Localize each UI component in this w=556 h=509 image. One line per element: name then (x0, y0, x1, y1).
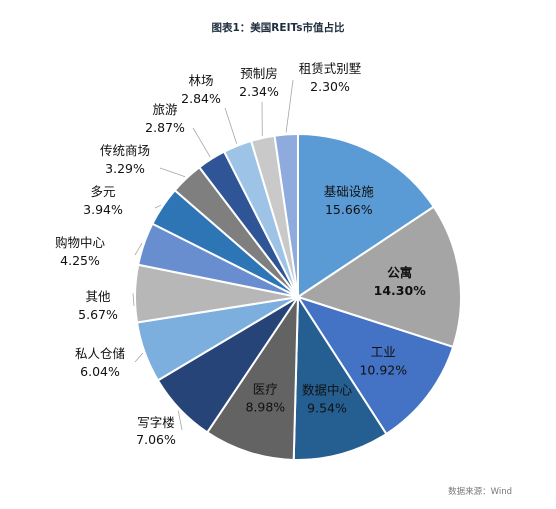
leader-line (132, 293, 135, 307)
leader-line (177, 410, 183, 431)
chart-title: 图表1：美国REITs市值占比 (211, 22, 345, 34)
data-source-note: 数据来源：Wind (448, 487, 512, 497)
slice-label: 多元 (90, 184, 115, 199)
slice-label: 基础设施 (324, 184, 375, 199)
slice-value-label: 6.04% (80, 364, 120, 379)
pie-slice (295, 205, 462, 349)
pie-slice (297, 132, 436, 299)
slice-value-label: 14.30% (374, 283, 427, 298)
slice-value-label: 2.87% (145, 120, 185, 135)
leader-line (192, 127, 211, 158)
slice-value-label: 4.25% (60, 253, 100, 268)
slice-value-label: 15.66% (325, 202, 373, 217)
slice-label: 工业 (371, 345, 396, 360)
slice-value-label: 2.84% (181, 91, 221, 106)
slice-value-label: 5.67% (78, 307, 118, 322)
slice-label: 传统商场 (100, 143, 150, 158)
pie-slice (295, 295, 455, 436)
slice-label: 购物中心 (55, 235, 106, 250)
slice-label: 租赁式别墅 (299, 61, 362, 76)
slice-value-label: 7.06% (136, 432, 176, 447)
slice-label: 预制房 (240, 66, 278, 81)
slice-label: 医疗 (253, 382, 278, 397)
slice-label: 数据中心 (302, 383, 353, 398)
leader-line (159, 167, 186, 178)
leader-line (134, 352, 144, 363)
pie-slice (205, 293, 300, 461)
leader-line (224, 107, 238, 144)
slice-label: 写字楼 (137, 415, 175, 430)
slice-value-label: 3.94% (83, 202, 123, 217)
leader-line (134, 242, 143, 256)
slice-value-label: 3.29% (105, 161, 145, 176)
pie-slice (292, 293, 388, 461)
slice-label: 其他 (85, 289, 111, 304)
slice-value-label: 9.54% (307, 401, 347, 416)
leader-line (285, 79, 294, 133)
slice-label: 旅游 (152, 102, 178, 117)
slice-value-label: 2.30% (310, 79, 350, 94)
slice-value-label: 2.34% (239, 84, 279, 99)
slice-label: 公寓 (387, 265, 412, 280)
leader-line (154, 204, 162, 209)
slice-label: 林场 (188, 73, 213, 88)
slice-value-label: 8.98% (245, 400, 285, 415)
slice-label: 私人仓储 (75, 346, 125, 361)
slice-value-label: 10.92% (359, 363, 407, 378)
pie-slice (273, 132, 299, 298)
